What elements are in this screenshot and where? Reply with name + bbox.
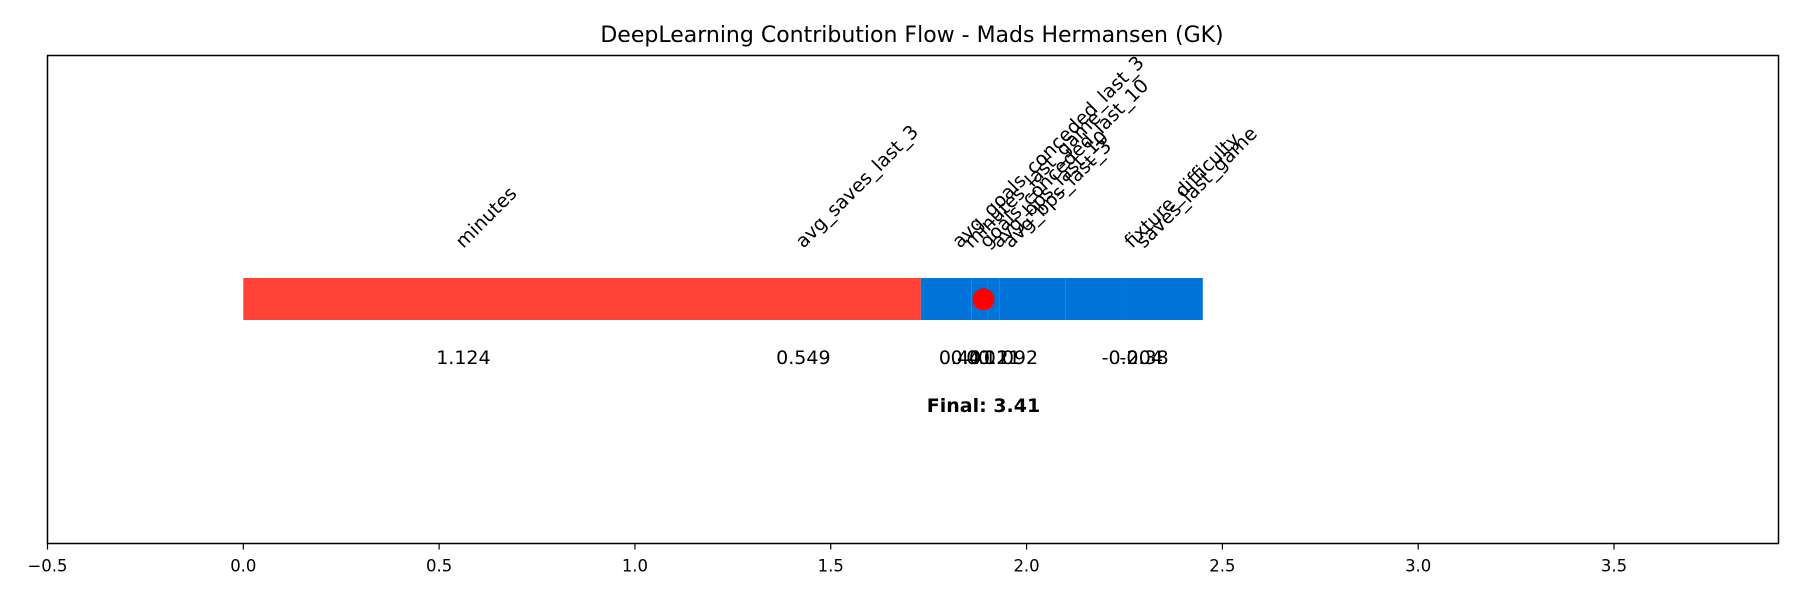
final-value-label: Final: 3.41 bbox=[927, 395, 1040, 417]
feature-label-avg_saves_last_3: avg_saves_last_3 bbox=[791, 121, 923, 253]
x-tick-label: 2.5 bbox=[1209, 557, 1235, 576]
value-label-fixture_difficulty: -0.204 bbox=[1102, 347, 1163, 369]
value-label-saves_last_game: -0.38 bbox=[1119, 347, 1168, 369]
x-tick-label: 2.0 bbox=[1013, 557, 1039, 576]
value-label-avg_goals_conceded_last_3: 0.40 bbox=[939, 347, 981, 369]
plot-frame bbox=[46, 54, 1780, 545]
plot-area: minutes1.124avg_saves_last_30.549avg_goa… bbox=[243, 52, 1262, 417]
feature-label-saves_last_game: saves_last_game bbox=[1132, 123, 1262, 253]
value-label-avg_bps_last_3: 0.092 bbox=[984, 347, 1038, 369]
bar-segment-fixture_difficulty bbox=[1065, 278, 1125, 320]
x-tick-label: 0.5 bbox=[426, 557, 452, 576]
x-axis: −0.5 0.0 0.5 1.0 1.5 2.0 2.5 3.0 3.5 bbox=[27, 543, 1627, 576]
final-marker bbox=[972, 288, 995, 310]
x-tick-label: −0.5 bbox=[27, 557, 67, 576]
x-tick-label: 1.5 bbox=[818, 557, 844, 576]
bar-segment-avg_saves_last_3 bbox=[683, 278, 921, 320]
value-label-avg_saves_last_3: 0.549 bbox=[776, 347, 830, 369]
bar-segment-minutes bbox=[243, 278, 684, 320]
chart-title: DeepLearning Contribution Flow - Mads He… bbox=[600, 23, 1223, 48]
bar-segment-minutes_last_game bbox=[959, 278, 972, 320]
bar-segment-avg_bps_last_3 bbox=[999, 278, 1066, 320]
x-tick-label: 1.0 bbox=[622, 557, 648, 576]
x-tick-label: 0.0 bbox=[230, 557, 256, 576]
value-label-minutes_last_game: 0.41 bbox=[951, 347, 993, 369]
value-label-avg_bps_last_10: 0.11 bbox=[978, 347, 1020, 369]
x-tick-label: 3.5 bbox=[1601, 557, 1627, 576]
x-tick-label: 3.0 bbox=[1405, 557, 1431, 576]
bar-segment-saves_last_game bbox=[1124, 278, 1203, 320]
value-label-minutes: 1.124 bbox=[436, 347, 490, 369]
feature-label-minutes: minutes bbox=[451, 183, 521, 253]
value-label-goals_conceded_last_10: 0.12 bbox=[966, 347, 1008, 369]
bar-segment-avg_goals_conceded_last_3 bbox=[920, 278, 960, 320]
